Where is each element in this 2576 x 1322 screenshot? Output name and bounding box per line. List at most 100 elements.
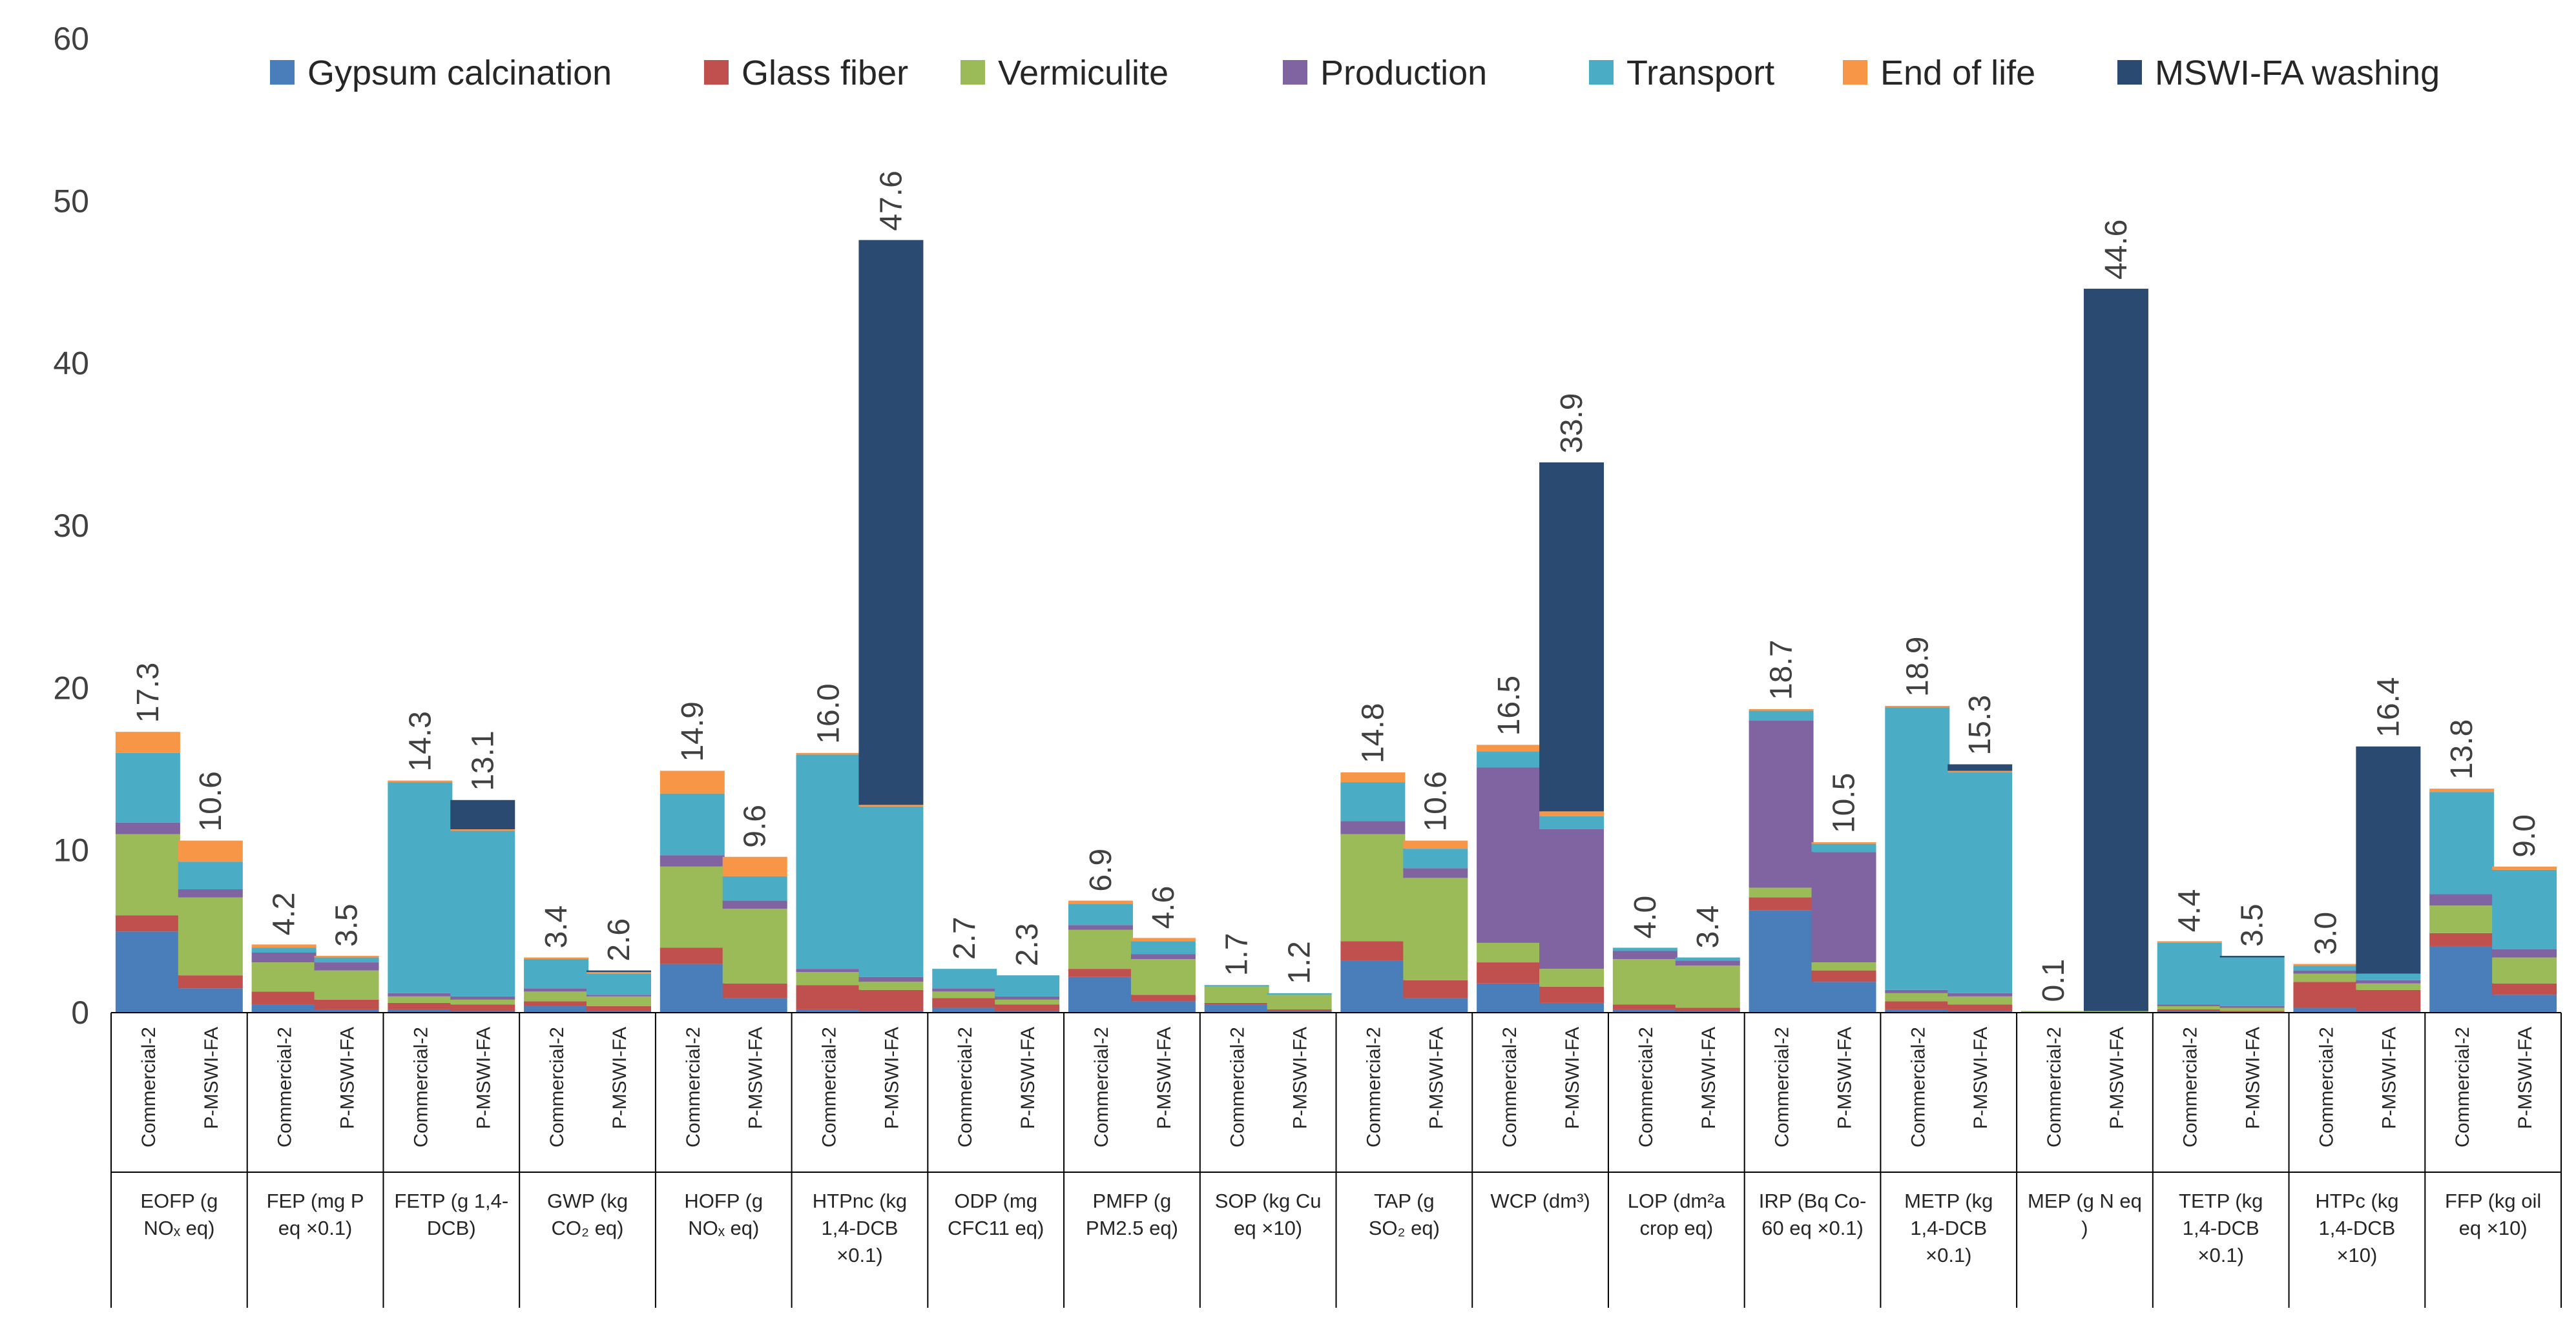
- bar-segment-vermiculite: [1885, 993, 1950, 1002]
- bar-segment-glass-fiber: [1948, 1004, 2013, 1011]
- group-label-line: eq ×10): [2459, 1217, 2528, 1239]
- bar-category-label: Commercial-2: [2180, 1027, 2201, 1148]
- bar-segment-production: [1675, 960, 1740, 966]
- legend-label: Transport: [1626, 54, 1774, 92]
- group-label-line: 60 eq ×0.1): [1761, 1217, 1864, 1239]
- bar-total-label: 16.4: [2371, 677, 2405, 737]
- group-label-line: NOₓ eq): [143, 1217, 214, 1239]
- group-label-line: eq ×10): [1234, 1217, 1302, 1239]
- bar-segment-glass-fiber: [1068, 969, 1133, 977]
- group-label-line: FETP (g 1,4-: [394, 1190, 508, 1212]
- bar-segment-glass-fiber: [2293, 982, 2358, 1008]
- bar-segment-glass-fiber: [2492, 983, 2557, 995]
- bar-segment-glass-fiber: [932, 998, 997, 1008]
- bar-segment-gypsum-calcination: [1612, 1009, 1678, 1013]
- bar-segment-glass-fiber: [586, 1006, 651, 1011]
- bar-segment-vermiculite: [388, 996, 453, 1003]
- bar-segment-end-of-life: [722, 856, 787, 876]
- bar-segment-vermiculite: [932, 991, 997, 998]
- bar-segment-end-of-life: [1885, 705, 1950, 708]
- group-label-line: FFP (kg oil: [2445, 1190, 2541, 1212]
- bar-segment-glass-fiber: [450, 1004, 515, 1011]
- bar-category-label: P-MSWI-FA: [1017, 1027, 1039, 1129]
- bar-segment-glass-fiber: [1130, 995, 1196, 1002]
- bar-category-label: P-MSWI-FA: [201, 1027, 222, 1129]
- group-label-line: CO₂ eq): [552, 1217, 624, 1239]
- group-label-line: HTPc (kg: [2315, 1190, 2398, 1212]
- bar-total-label: 44.6: [2099, 220, 2134, 280]
- bar-segment-production: [1130, 954, 1196, 960]
- bar-segment-mswi-fa-washing: [858, 240, 924, 805]
- group-label-line: 1,4-DCB: [2183, 1217, 2259, 1239]
- legend-label: Production: [1320, 54, 1487, 92]
- bar-category-label: Commercial-2: [2316, 1027, 2337, 1148]
- bar-segment-production: [251, 953, 317, 963]
- bar-segment-transport: [2429, 792, 2495, 894]
- bar-category-label: Commercial-2: [1499, 1027, 1521, 1148]
- bar-category-label: Commercial-2: [1091, 1027, 1112, 1148]
- bar-segment-end-of-life: [1749, 709, 1814, 711]
- bar-total-label: 17.3: [131, 663, 165, 723]
- bar-category-label: P-MSWI-FA: [2106, 1027, 2128, 1129]
- legend-swatch: [1283, 60, 1307, 85]
- group-label-line: WCP (dm³): [1490, 1190, 1590, 1212]
- bar-segment-vermiculite: [178, 897, 243, 976]
- group-label-line: MEP (g N eq: [2028, 1190, 2142, 1212]
- bar-category-label: Commercial-2: [955, 1027, 976, 1148]
- bar-category-label: Commercial-2: [819, 1027, 840, 1148]
- bar-segment-vermiculite: [1130, 959, 1196, 995]
- bar-segment-glass-fiber: [1539, 986, 1605, 1003]
- bar-segment-transport: [2293, 966, 2358, 971]
- bar-segment-gypsum-calcination: [251, 1004, 317, 1013]
- bar-category-label: P-MSWI-FA: [1290, 1027, 1311, 1129]
- bar-total-label: 4.0: [1628, 896, 1663, 939]
- bar-segment-gypsum-calcination: [1204, 1004, 1269, 1013]
- bar-total-label: 2.3: [1010, 923, 1044, 966]
- group-label-line: crop eq): [1639, 1217, 1713, 1239]
- bar-segment-transport: [1340, 782, 1406, 821]
- group-label-line: TAP (g: [1374, 1190, 1435, 1212]
- bar-segment-glass-fiber: [722, 983, 787, 998]
- bar-total-label: 9.6: [738, 805, 773, 848]
- legend-swatch: [704, 60, 729, 85]
- legend-item-transport: Transport: [1589, 54, 1774, 92]
- bar-segment-vermiculite: [450, 999, 515, 1005]
- bar-segment-vermiculite: [1948, 996, 2013, 1005]
- group-label-line: 1,4-DCB: [822, 1217, 898, 1239]
- bar-category-label: P-MSWI-FA: [473, 1027, 494, 1129]
- bar-segment-production: [450, 996, 515, 1000]
- group-label-line: 1,4-DCB: [2318, 1217, 2395, 1239]
- bar-segment-glass-fiber: [1612, 1004, 1678, 1009]
- bar-segment-glass-fiber: [1267, 1009, 1332, 1011]
- bar-segment-gypsum-calcination: [314, 1009, 379, 1013]
- bar-segment-glass-fiber: [251, 991, 317, 1005]
- bar-segment-production: [1612, 951, 1678, 960]
- bar-segment-production: [660, 855, 725, 867]
- bar-category-label: Commercial-2: [683, 1027, 704, 1148]
- bar-segment-glass-fiber: [660, 947, 725, 964]
- legend-swatch: [1589, 60, 1614, 85]
- bar-segment-transport: [1068, 904, 1133, 925]
- bar-segment-production: [314, 962, 379, 971]
- bar-segment-end-of-life: [858, 805, 924, 807]
- bar-segment-vermiculite: [1068, 929, 1133, 969]
- group-label-line: LOP (dm²a: [1628, 1190, 1726, 1212]
- bar-category-label: Commercial-2: [1227, 1027, 1249, 1148]
- bar-segment-transport: [995, 975, 1060, 997]
- legend-swatch: [1843, 60, 1867, 85]
- bar-segment-end-of-life: [796, 752, 861, 755]
- group-label-line: SOP (kg Cu: [1215, 1190, 1322, 1212]
- bar-total-label: 33.9: [1555, 393, 1589, 453]
- bar-segment-transport: [796, 754, 861, 969]
- bar-segment-vermiculite: [1267, 995, 1332, 1009]
- bar-segment-vermiculite: [314, 970, 379, 1000]
- bar-total-label: 1.2: [1283, 941, 1317, 984]
- bar-total-label: 4.2: [267, 893, 302, 936]
- bar-category-label: P-MSWI-FA: [337, 1027, 358, 1129]
- bar-segment-end-of-life: [1539, 811, 1605, 816]
- x-axis: Commercial-2 P-MSWI-FA EOFP (g NOₓ eq) Comme…: [110, 1012, 2562, 1308]
- bar-segment-production: [388, 993, 453, 997]
- bar-segment-vermiculite: [524, 991, 589, 1002]
- bar-segment-transport: [1749, 710, 1814, 721]
- bar-segment-vermiculite: [722, 909, 787, 984]
